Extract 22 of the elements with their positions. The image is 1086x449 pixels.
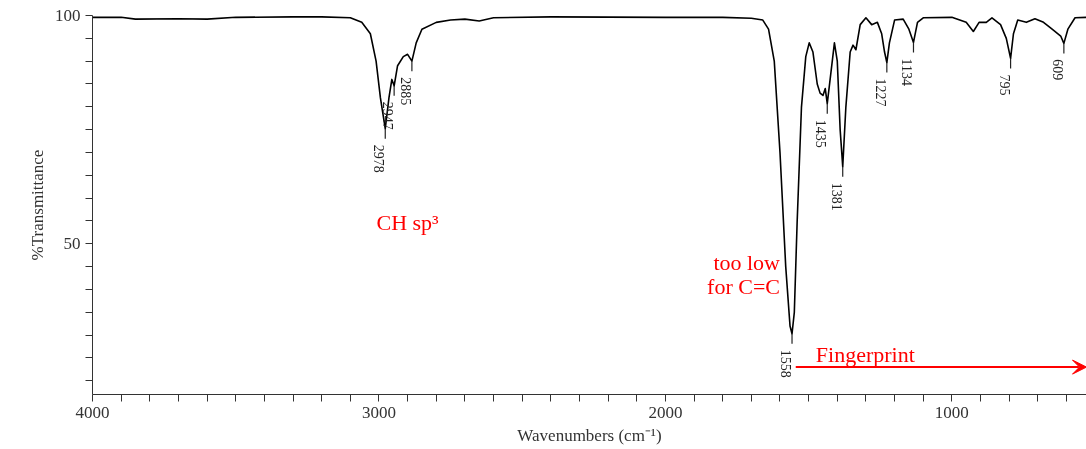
annotation: 2947 bbox=[380, 101, 396, 130]
annotation: 1227 bbox=[872, 78, 888, 107]
y-tick-label: 100 bbox=[55, 6, 81, 25]
annotation: 1435 bbox=[813, 119, 829, 148]
annotation: 2978 bbox=[371, 144, 387, 173]
annotation: 2885 bbox=[397, 77, 413, 106]
y-tick-label: 50 bbox=[63, 234, 81, 254]
y-axis-title: %Transmittance bbox=[28, 149, 47, 261]
x-axis-title: Wavenumbers (cm⁻¹) bbox=[517, 425, 662, 445]
annotation: CH sp³ bbox=[376, 209, 440, 235]
x-tick-label: 1000 bbox=[934, 402, 969, 422]
annotation: Fingerprint bbox=[815, 342, 915, 368]
annotation: 609 bbox=[1049, 59, 1065, 81]
annotation: 1134 bbox=[899, 58, 915, 86]
annotation: 1381 bbox=[828, 182, 844, 211]
x-tick-label: 3000 bbox=[361, 402, 396, 422]
x-tick-label: 4000 bbox=[75, 402, 110, 422]
line-series bbox=[92, 16, 1086, 335]
annotation: 1558 bbox=[778, 349, 794, 378]
annotation: too low for C=C bbox=[707, 249, 781, 299]
x-tick-label: 2000 bbox=[648, 402, 683, 422]
annotation: 795 bbox=[996, 74, 1012, 96]
